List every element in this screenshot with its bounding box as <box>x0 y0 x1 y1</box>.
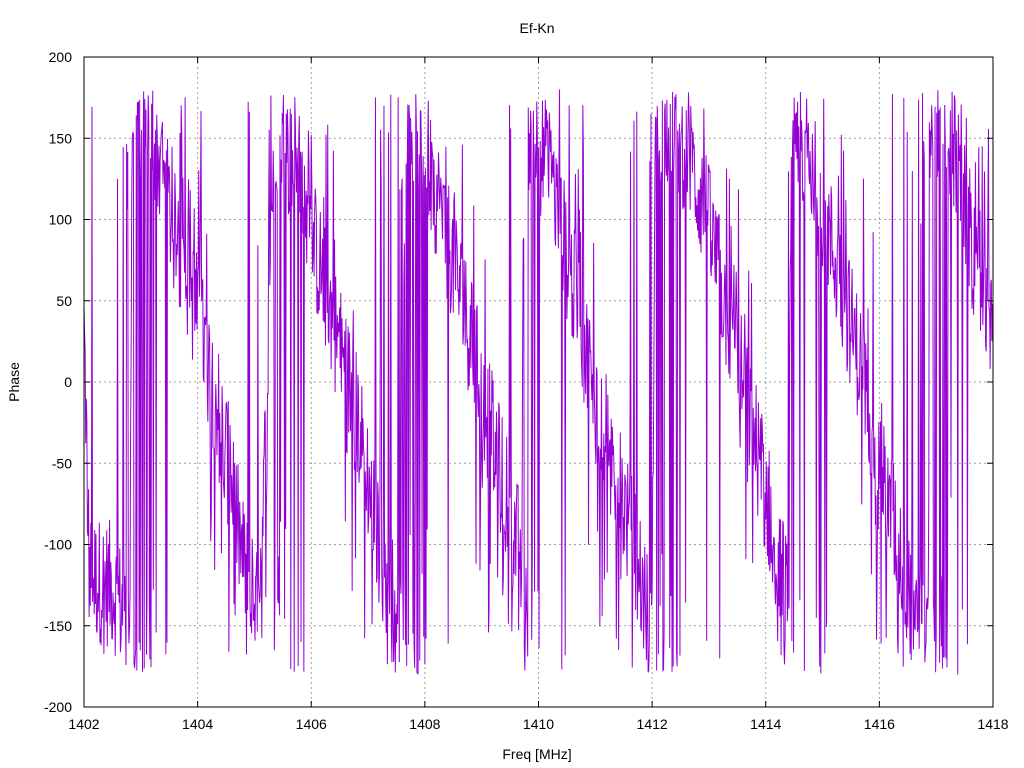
x-axis-label: Freq [MHz] <box>502 746 571 762</box>
y-axis-label: Phase <box>6 362 22 402</box>
x-tick-label: 1406 <box>296 716 327 732</box>
axes: 1402 1404 1406 1408 1410 1412 1414 1416 1418 -200… <box>44 49 1009 732</box>
x-tick-label: 1408 <box>409 716 440 732</box>
phase-series-line <box>83 89 994 675</box>
x-tick-label: 1412 <box>637 716 668 732</box>
y-tick-label: 150 <box>49 130 73 146</box>
y-tick-label: 50 <box>56 293 72 309</box>
x-tick-label: 1414 <box>750 716 781 732</box>
x-tick-label: 1416 <box>864 716 895 732</box>
x-tick-label: 1418 <box>977 716 1008 732</box>
y-tick-label: -100 <box>44 537 72 553</box>
y-tick-label: -150 <box>44 618 72 634</box>
x-tick-label: 1402 <box>68 716 99 732</box>
y-tick-label: 100 <box>49 212 73 228</box>
x-tick-label: 1410 <box>523 716 554 732</box>
data-layer <box>83 89 994 675</box>
y-tick-label: 200 <box>49 49 73 65</box>
y-tick-label: -50 <box>52 455 72 471</box>
y-tick-label: 0 <box>64 374 72 390</box>
chart-title: Ef-Kn <box>519 20 554 36</box>
x-tick-label: 1404 <box>182 716 213 732</box>
y-tick-label: -200 <box>44 699 72 715</box>
